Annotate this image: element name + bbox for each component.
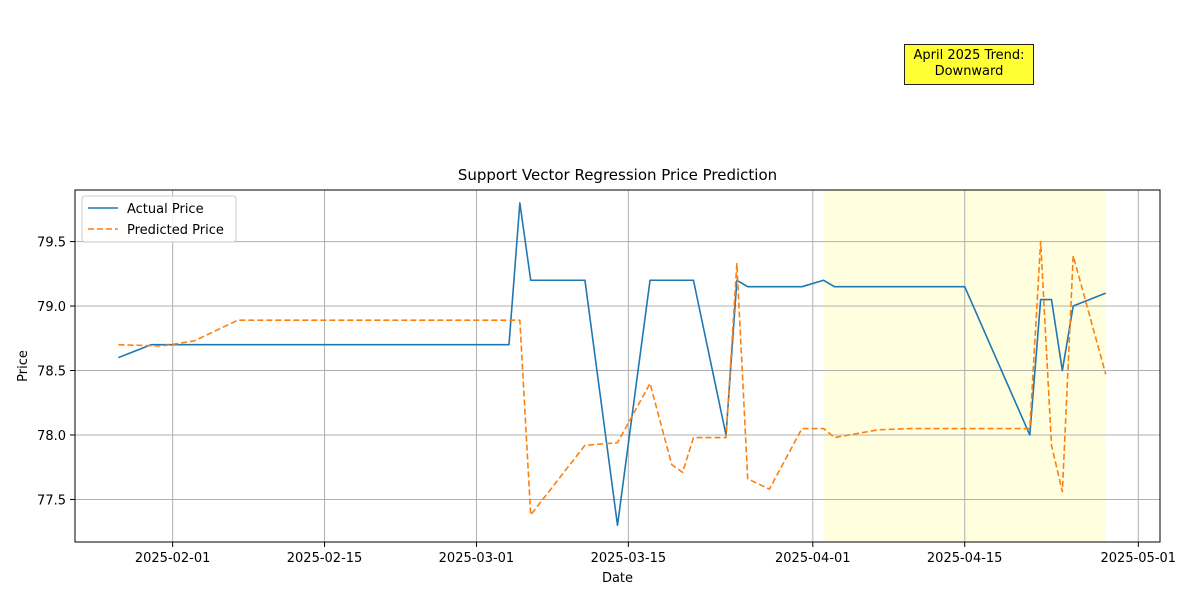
- series-lines: [118, 202, 1107, 527]
- x-tick-label: 2025-03-01: [439, 551, 515, 566]
- grid-lines: [75, 190, 1160, 542]
- y-tick-label: 79.0: [37, 300, 66, 315]
- x-tick-label: 2025-02-01: [135, 551, 211, 566]
- y-tick-label: 78.0: [37, 429, 66, 444]
- y-tick-label: 77.5: [37, 493, 66, 508]
- plot-frame: [74, 189, 1161, 543]
- y-axis-label: Price: [16, 350, 31, 382]
- legend-label: Predicted Price: [127, 223, 224, 238]
- predicted-price-line: [118, 240, 1107, 516]
- legend: Actual Price Predicted Price: [81, 195, 237, 243]
- x-tick-label: 2025-02-15: [287, 551, 363, 566]
- trend-annotation: April 2025 Trend: Downward: [904, 44, 1034, 85]
- actual-price-line: [118, 202, 1107, 527]
- x-tick-label: 2025-03-15: [591, 551, 667, 566]
- legend-label: Actual Price: [127, 202, 204, 217]
- trend-annotation-line-1: April 2025 Trend:: [913, 48, 1025, 63]
- y-tick-label: 79.5: [37, 236, 66, 251]
- legend-box: [81, 195, 237, 243]
- y-tick-label: 78.5: [37, 365, 66, 380]
- x-tick-label: 2025-04-01: [775, 551, 851, 566]
- trend-annotation-line-2: Downward: [934, 64, 1004, 79]
- x-axis-ticks: 2025-02-01 2025-02-15 2025-03-01 2025-03-15…: [135, 542, 1176, 566]
- x-tick-label: 2025-04-15: [927, 551, 1003, 566]
- x-tick-label: 2025-05-01: [1101, 551, 1177, 566]
- x-axis-label: Date: [602, 571, 633, 586]
- chart-title: Support Vector Regression Price Predicti…: [458, 166, 777, 184]
- y-axis-ticks: 77.5 78.0 78.5 79.0 79.5: [37, 236, 75, 508]
